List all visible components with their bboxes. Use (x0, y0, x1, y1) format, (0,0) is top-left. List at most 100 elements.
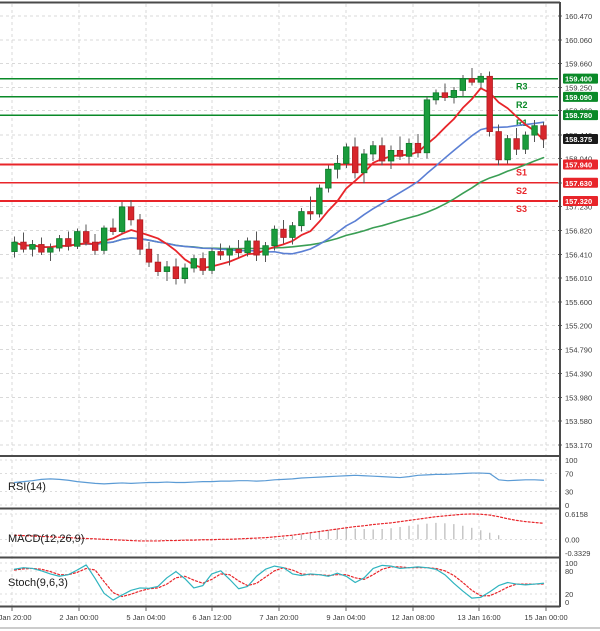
candlestick (127, 199, 135, 226)
last-price-badge-text: 158.375 (565, 135, 592, 144)
stoch-gridline-label: 20 (565, 590, 573, 599)
rsi-title: RSI(14) (8, 481, 46, 493)
candlestick (118, 202, 126, 234)
price-tick-label: 156.820 (565, 226, 592, 235)
macd-gridline-label: 0.6158 (565, 510, 588, 519)
candlestick (289, 222, 296, 245)
price-badge-r1-text: 158.780 (565, 111, 592, 120)
price-badge-r1: 158.780 (563, 110, 598, 121)
candlestick (540, 122, 547, 149)
candlestick (100, 225, 108, 254)
stoch-gridline-label: 0 (565, 598, 569, 607)
time-tick-label: 9 Jan 04:00 (326, 613, 365, 622)
price-tick-label: 153.980 (565, 393, 592, 402)
candlestick (65, 231, 72, 251)
candlestick (316, 184, 323, 218)
price-badge-s2: 157.630 (563, 177, 598, 188)
time-axis: 1 Jan 20:00 2 Jan 00:00 5 Jan 04:00 6 Jan 1… (0, 606, 600, 629)
candlestick (531, 119, 538, 143)
candlestick (298, 208, 305, 232)
candlestick (432, 89, 440, 105)
price-badge-s1-text: 157.940 (565, 161, 592, 170)
price-badge-r3: 159.400 (563, 73, 598, 84)
price-tick-label: 159.250 (565, 83, 592, 92)
last-price-badge: 158.375 (563, 133, 598, 144)
price-tick-label: 160.060 (565, 36, 592, 45)
price-badge-s1: 157.940 (563, 159, 598, 170)
pane-separators (0, 1, 561, 608)
macd-title-text: MACD(12,26,9) (8, 533, 84, 545)
macd-gridline-label: -0.3329 (565, 549, 590, 558)
candlestick (396, 136, 404, 160)
candlestick (486, 71, 493, 137)
price-tick-label: 154.390 (565, 369, 592, 378)
stoch-gridline-label: 80 (565, 567, 573, 576)
time-tick-label: 13 Jan 16:00 (457, 613, 500, 622)
price-tick-label: 160.470 (565, 12, 592, 21)
candlestick (325, 165, 332, 193)
candlestick (38, 237, 45, 256)
candlestick (244, 237, 251, 257)
time-tick-label: 15 Jan 00:00 (524, 613, 567, 622)
price-tick-label: 159.660 (565, 59, 592, 68)
stoch-k-line (13, 564, 545, 601)
candlestick (253, 231, 260, 261)
candlestick (495, 124, 502, 166)
candlestick (29, 239, 36, 257)
price-grid (0, 4, 558, 606)
price-badge-s2-text: 157.630 (565, 179, 592, 188)
candlestick (199, 252, 206, 276)
candlestick (468, 68, 475, 86)
time-tick-label: 6 Jan 12:00 (192, 613, 231, 622)
time-tick-label: 2 Jan 00:00 (59, 613, 98, 622)
price-tick-label: 158.040 (565, 155, 592, 164)
support-tag-s3: S3 (516, 204, 527, 214)
price-tick-label: 154.790 (565, 346, 592, 355)
rsi-line (13, 472, 545, 485)
candlestick (307, 196, 314, 220)
candlestick (513, 128, 520, 156)
candlestick (343, 143, 350, 169)
support-tag-s2: S2 (516, 186, 527, 196)
candlestick (477, 72, 484, 89)
rsi-gridline-label: 0 (565, 501, 569, 510)
candlestick (172, 258, 180, 285)
price-badge-s3-text: 157.320 (565, 197, 592, 206)
candlestick (163, 260, 171, 281)
price-badge-r3-text: 159.400 (565, 75, 592, 84)
candlestick (504, 135, 511, 164)
candlestick (190, 255, 197, 273)
price-tick-label: 153.580 (565, 417, 592, 426)
candlestick-series (11, 68, 547, 285)
candlestick (369, 141, 377, 161)
candlestick (208, 248, 215, 274)
price-tick-label: 156.410 (565, 250, 592, 259)
rsi-gridline-label: 30 (565, 488, 573, 497)
candlestick (522, 131, 529, 154)
candlestick (423, 96, 431, 159)
candlestick (109, 218, 117, 236)
candlestick (414, 133, 422, 158)
candlestick (56, 235, 63, 252)
candlestick (441, 83, 449, 102)
stoch-gridline-label: 100 (565, 559, 578, 568)
candlestick (271, 225, 278, 251)
candlestick (378, 137, 386, 166)
candlestick (235, 239, 242, 258)
rsi-gridline-label: 100 (565, 456, 578, 465)
candlestick (217, 243, 224, 260)
candlestick (405, 138, 413, 164)
stoch-title: Stoch(9,6,3) (8, 577, 68, 589)
rsi-title-text: RSI(14) (8, 481, 46, 493)
candlestick (145, 242, 153, 267)
time-tick-label: 12 Jan 08:00 (391, 613, 434, 622)
time-tick-label: 5 Jan 04:00 (126, 613, 165, 622)
candlestick (360, 149, 368, 184)
price-tick-label: 155.600 (565, 298, 592, 307)
candlestick (74, 228, 81, 250)
time-tick-label: 1 Jan 20:00 (0, 613, 32, 622)
candlestick (20, 232, 27, 253)
